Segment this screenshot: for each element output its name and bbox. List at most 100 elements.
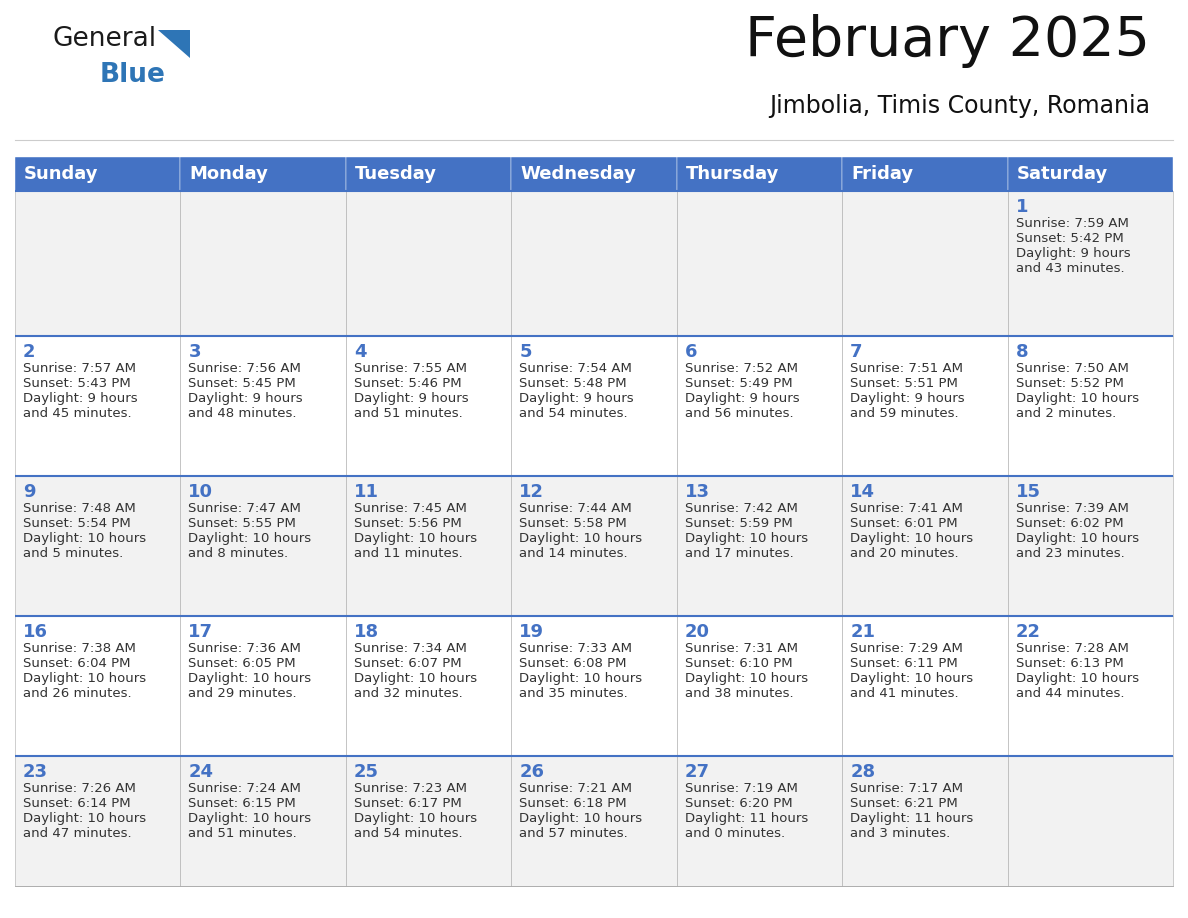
Text: Sunset: 6:04 PM: Sunset: 6:04 PM [23, 657, 131, 670]
Text: Sunrise: 7:47 AM: Sunrise: 7:47 AM [189, 502, 302, 515]
Text: and 5 minutes.: and 5 minutes. [23, 547, 124, 560]
Text: Sunrise: 7:48 AM: Sunrise: 7:48 AM [23, 502, 135, 515]
Text: Daylight: 10 hours: Daylight: 10 hours [1016, 532, 1138, 545]
Text: Sunrise: 7:28 AM: Sunrise: 7:28 AM [1016, 642, 1129, 655]
Text: Sunset: 6:02 PM: Sunset: 6:02 PM [1016, 517, 1123, 530]
Text: February 2025: February 2025 [745, 14, 1150, 68]
Text: and 11 minutes.: and 11 minutes. [354, 547, 462, 560]
Bar [842, 157, 1007, 191]
Text: Sunset: 6:18 PM: Sunset: 6:18 PM [519, 797, 627, 810]
Text: Sunrise: 7:41 AM: Sunrise: 7:41 AM [851, 502, 963, 515]
Text: 4: 4 [354, 343, 366, 361]
Text: Daylight: 10 hours: Daylight: 10 hours [23, 812, 146, 825]
Text: Sunset: 5:54 PM: Sunset: 5:54 PM [23, 517, 131, 530]
Text: 20: 20 [684, 623, 709, 641]
Text: and 47 minutes.: and 47 minutes. [23, 827, 132, 840]
Bar [842, 336, 1007, 476]
Text: Daylight: 10 hours: Daylight: 10 hours [23, 532, 146, 545]
Text: Sunset: 5:42 PM: Sunset: 5:42 PM [1016, 232, 1124, 245]
Bar [842, 476, 1007, 616]
Text: and 56 minutes.: and 56 minutes. [684, 407, 794, 420]
Text: Sunset: 6:21 PM: Sunset: 6:21 PM [851, 797, 958, 810]
Text: Sunrise: 7:29 AM: Sunrise: 7:29 AM [851, 642, 963, 655]
Text: and 51 minutes.: and 51 minutes. [354, 407, 462, 420]
Text: Sunrise: 7:23 AM: Sunrise: 7:23 AM [354, 782, 467, 795]
Bar [842, 616, 1007, 756]
Text: Sunset: 6:14 PM: Sunset: 6:14 PM [23, 797, 131, 810]
Text: and 48 minutes.: and 48 minutes. [189, 407, 297, 420]
Text: 8: 8 [1016, 343, 1028, 361]
Text: 6: 6 [684, 343, 697, 361]
Text: Sunrise: 7:44 AM: Sunrise: 7:44 AM [519, 502, 632, 515]
Bar [511, 157, 677, 191]
Text: 5: 5 [519, 343, 532, 361]
Text: Jimbolia, Timis County, Romania: Jimbolia, Timis County, Romania [769, 94, 1150, 118]
Text: Sunrise: 7:38 AM: Sunrise: 7:38 AM [23, 642, 135, 655]
Text: Sunrise: 7:57 AM: Sunrise: 7:57 AM [23, 362, 135, 375]
Text: Sunrise: 7:51 AM: Sunrise: 7:51 AM [851, 362, 963, 375]
Text: Sunday: Sunday [24, 165, 99, 183]
Text: 28: 28 [851, 763, 876, 781]
Text: Daylight: 9 hours: Daylight: 9 hours [23, 392, 138, 405]
Bar [15, 336, 181, 476]
Text: Sunrise: 7:50 AM: Sunrise: 7:50 AM [1016, 362, 1129, 375]
Bar [181, 191, 346, 336]
Bar [346, 476, 511, 616]
Text: Monday: Monday [189, 165, 268, 183]
Text: 26: 26 [519, 763, 544, 781]
Text: and 41 minutes.: and 41 minutes. [851, 687, 959, 700]
Bar [15, 157, 181, 191]
Text: Blue: Blue [100, 62, 166, 88]
Text: Sunset: 5:52 PM: Sunset: 5:52 PM [1016, 377, 1124, 390]
Text: 1: 1 [1016, 198, 1028, 216]
Text: Daylight: 10 hours: Daylight: 10 hours [1016, 672, 1138, 685]
Text: 15: 15 [1016, 483, 1041, 501]
Bar [511, 191, 677, 336]
Text: Daylight: 10 hours: Daylight: 10 hours [519, 672, 643, 685]
Text: and 23 minutes.: and 23 minutes. [1016, 547, 1124, 560]
Text: Sunrise: 7:17 AM: Sunrise: 7:17 AM [851, 782, 963, 795]
Bar [1007, 336, 1173, 476]
Bar [346, 756, 511, 886]
Bar [677, 191, 842, 336]
Polygon shape [158, 30, 190, 58]
Bar [15, 476, 181, 616]
Bar [677, 336, 842, 476]
Bar [511, 756, 677, 886]
Text: Sunset: 5:55 PM: Sunset: 5:55 PM [189, 517, 296, 530]
Text: and 0 minutes.: and 0 minutes. [684, 827, 785, 840]
Text: Sunset: 5:45 PM: Sunset: 5:45 PM [189, 377, 296, 390]
Text: and 3 minutes.: and 3 minutes. [851, 827, 950, 840]
Bar [1007, 157, 1173, 191]
Bar [677, 616, 842, 756]
Text: Daylight: 11 hours: Daylight: 11 hours [684, 812, 808, 825]
Text: Sunrise: 7:56 AM: Sunrise: 7:56 AM [189, 362, 302, 375]
Text: Sunset: 6:01 PM: Sunset: 6:01 PM [851, 517, 958, 530]
Bar [181, 157, 346, 191]
Text: Sunset: 5:59 PM: Sunset: 5:59 PM [684, 517, 792, 530]
Bar [1007, 191, 1173, 336]
Text: 18: 18 [354, 623, 379, 641]
Text: Sunrise: 7:26 AM: Sunrise: 7:26 AM [23, 782, 135, 795]
Text: Sunrise: 7:33 AM: Sunrise: 7:33 AM [519, 642, 632, 655]
Text: Sunset: 6:10 PM: Sunset: 6:10 PM [684, 657, 792, 670]
Text: and 59 minutes.: and 59 minutes. [851, 407, 959, 420]
Text: 23: 23 [23, 763, 48, 781]
Bar [181, 616, 346, 756]
Text: and 38 minutes.: and 38 minutes. [684, 687, 794, 700]
Bar [842, 191, 1007, 336]
Text: Sunrise: 7:34 AM: Sunrise: 7:34 AM [354, 642, 467, 655]
Text: and 54 minutes.: and 54 minutes. [519, 407, 628, 420]
Text: Sunset: 6:15 PM: Sunset: 6:15 PM [189, 797, 296, 810]
Text: Sunrise: 7:59 AM: Sunrise: 7:59 AM [1016, 217, 1129, 230]
Text: Sunset: 5:43 PM: Sunset: 5:43 PM [23, 377, 131, 390]
Text: 9: 9 [23, 483, 36, 501]
Text: 22: 22 [1016, 623, 1041, 641]
Text: and 44 minutes.: and 44 minutes. [1016, 687, 1124, 700]
Bar [1007, 616, 1173, 756]
Bar [181, 756, 346, 886]
Text: Saturday: Saturday [1017, 165, 1108, 183]
Text: and 26 minutes.: and 26 minutes. [23, 687, 132, 700]
Text: 27: 27 [684, 763, 709, 781]
Text: Daylight: 10 hours: Daylight: 10 hours [519, 532, 643, 545]
